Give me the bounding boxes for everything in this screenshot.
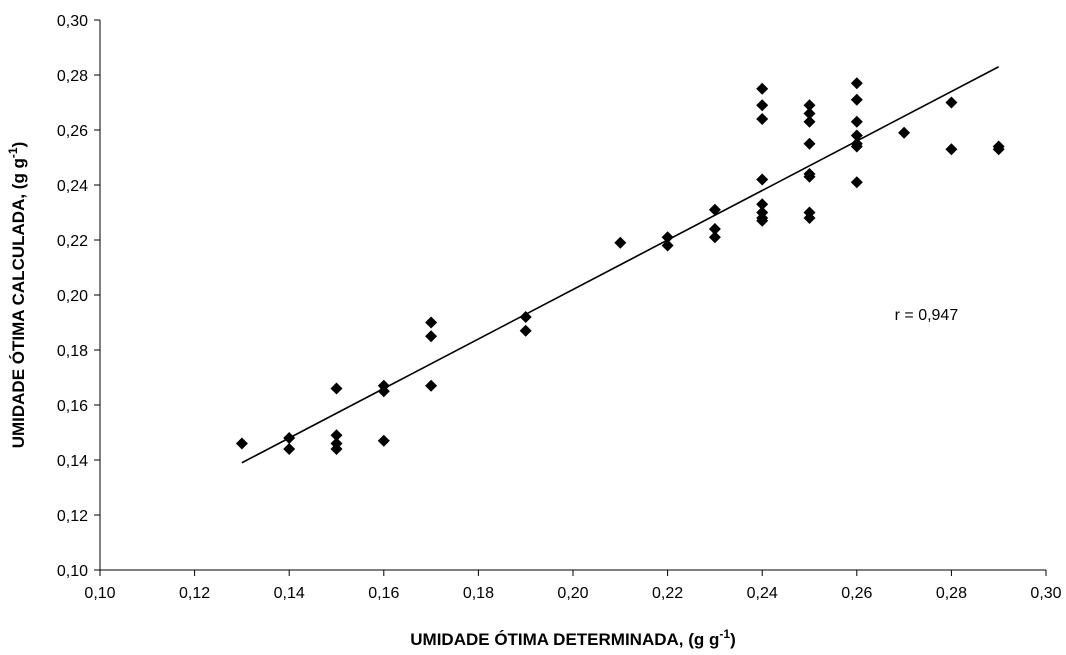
y-axis-title-main: UMIDADE ÓTIMA CALCULADA, (g g: [9, 158, 28, 448]
y-axis-title-end: ): [9, 142, 28, 148]
data-point: [708, 203, 721, 216]
data-point: [803, 99, 816, 112]
data-point: [519, 324, 532, 337]
data-point: [850, 93, 863, 106]
x-tick-label: 0,14: [274, 585, 305, 602]
x-tick-label: 0,22: [652, 585, 683, 602]
data-point: [756, 113, 769, 125]
x-tick-label: 0,30: [1030, 585, 1061, 602]
data-point: [377, 385, 390, 398]
data-point: [756, 198, 769, 211]
x-tick-label: 0,12: [179, 585, 210, 602]
trendline: [241, 66, 1000, 464]
trendline-layer: [241, 66, 1000, 464]
data-point: [235, 437, 248, 450]
data-point: [803, 170, 816, 183]
data-point: [803, 212, 816, 224]
x-tick-label: 0,20: [557, 585, 588, 602]
data-point: [330, 443, 343, 455]
data-point: [283, 432, 296, 444]
y-tick-label: 0,14: [57, 453, 88, 470]
y-tick-label: 0,18: [57, 343, 88, 360]
data-point: [850, 77, 863, 90]
data-point: [992, 143, 1005, 156]
y-tick-label: 0,20: [57, 288, 88, 305]
data-point: [898, 126, 911, 139]
x-tick-label: 0,10: [84, 585, 115, 602]
data-point: [377, 434, 390, 447]
y-axis-title-superscript: -1: [6, 147, 20, 158]
y-tick-label: 0,16: [57, 398, 88, 415]
data-point: [756, 173, 769, 186]
data-point: [850, 129, 863, 142]
x-axis-title-superscript: -1: [719, 627, 730, 641]
data-point: [283, 443, 296, 455]
data-point: [425, 379, 438, 392]
data-point: [945, 143, 958, 156]
y-tick-label: 0,22: [57, 233, 88, 250]
x-tick-label: 0,16: [368, 585, 399, 602]
x-tick-label: 0,24: [747, 585, 778, 602]
y-tick-label: 0,12: [57, 508, 88, 525]
data-point: [330, 382, 343, 395]
x-axis: 0,10 0,12 0,14 0,16 0,18 0,20 0,22 0,24 0,26 0,28…: [84, 569, 1062, 602]
data-point: [661, 239, 674, 252]
data-point: [756, 99, 769, 112]
y-tick-label: 0,24: [57, 178, 88, 195]
data-point: [803, 107, 816, 120]
x-axis-title-end: ): [730, 630, 736, 649]
x-tick-label: 0,28: [936, 585, 967, 602]
y-axis-title: UMIDADE ÓTIMA CALCULADA, (g g-1): [6, 142, 28, 449]
data-point: [945, 96, 958, 109]
x-tick-label: 0,18: [463, 585, 494, 602]
data-point: [756, 214, 769, 227]
y-tick-label: 0,28: [57, 68, 88, 85]
data-point: [803, 137, 816, 150]
data-point: [850, 140, 863, 153]
correlation-annotation: r = 0,947: [895, 307, 959, 324]
data-point: [425, 316, 438, 329]
data-point: [614, 236, 627, 249]
y-axis: 0,10 0,12 0,14 0,16 0,18 0,20 0,22 0,24 0,26 0,28…: [57, 13, 101, 580]
data-points: [235, 77, 1005, 455]
data-point: [708, 223, 721, 235]
data-point: [661, 231, 674, 244]
data-point: [803, 115, 816, 128]
data-point: [756, 82, 769, 95]
data-point: [850, 176, 863, 189]
data-point: [425, 330, 438, 343]
x-axis-title-main: UMIDADE ÓTIMA DETERMINADA, (g g: [410, 630, 719, 649]
y-tick-label: 0,26: [57, 123, 88, 140]
x-axis-title: UMIDADE ÓTIMA DETERMINADA, (g g-1): [410, 627, 735, 649]
data-point: [519, 311, 532, 323]
y-tick-label: 0,30: [57, 13, 88, 30]
data-point: [708, 231, 721, 244]
y-tick-label: 0,10: [57, 563, 88, 580]
x-tick-label: 0,26: [841, 585, 872, 602]
data-point: [330, 429, 343, 442]
data-point: [850, 115, 863, 128]
